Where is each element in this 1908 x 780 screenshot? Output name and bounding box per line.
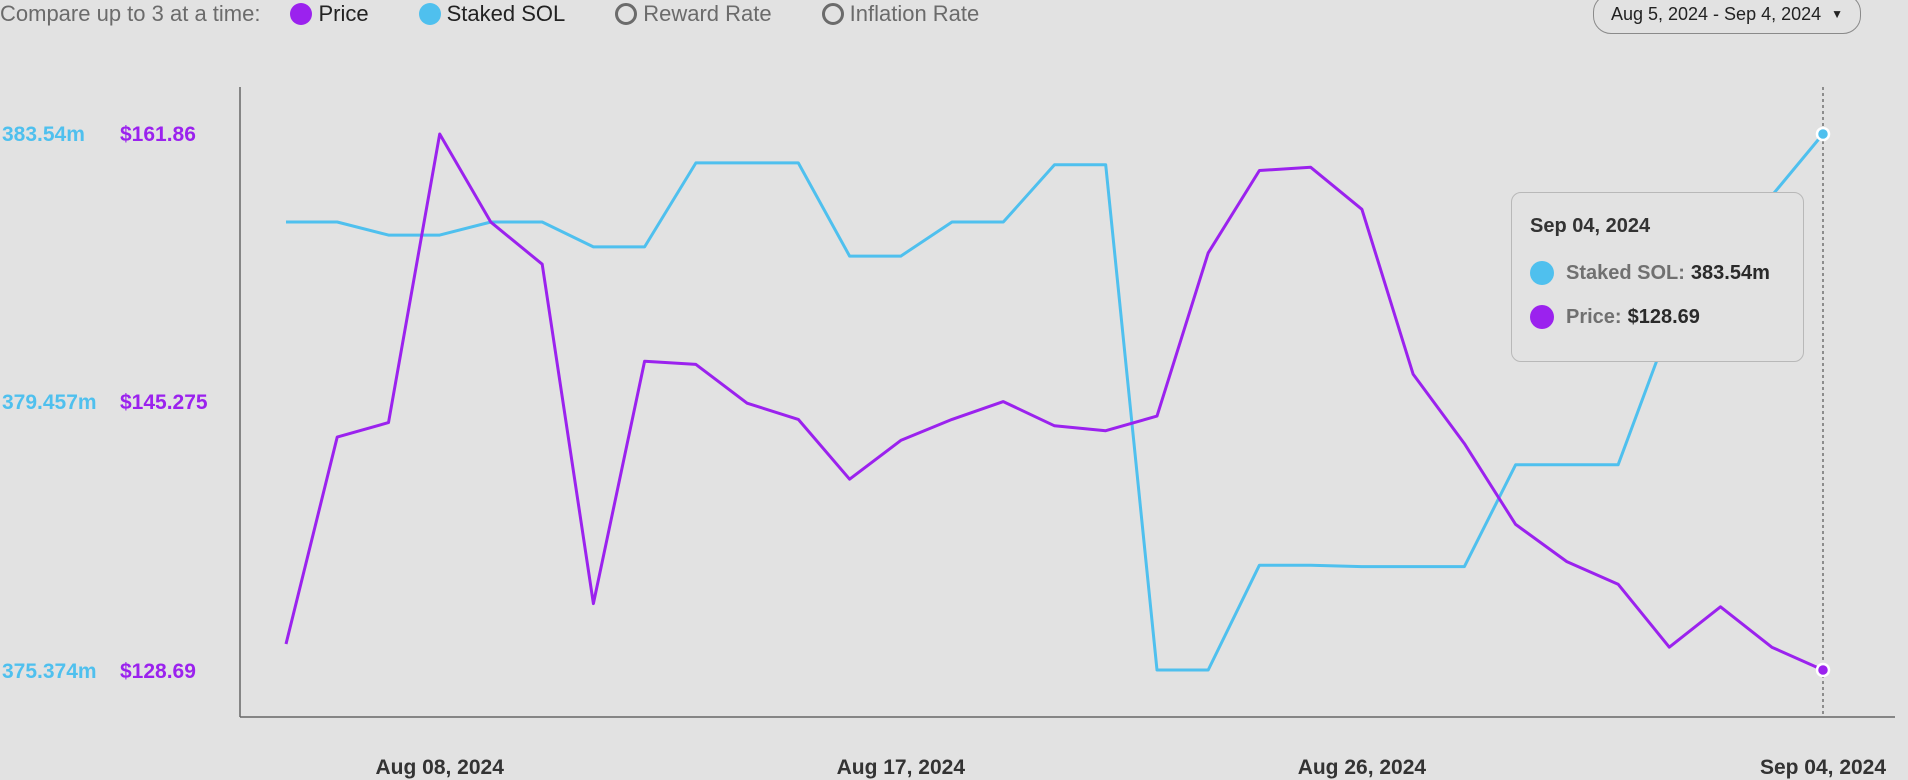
series-line-price (284, 132, 1824, 672)
tooltip-price-key: Price: (1566, 305, 1622, 328)
x-tick-label: Aug 26, 2024 (1298, 756, 1427, 779)
date-range-dropdown[interactable]: Aug 5, 2024 - Sep 4, 2024 ▼ (1593, 0, 1861, 34)
price-y-tick-bottom: $128.69 (120, 660, 196, 683)
metric-toggle-reward-rate[interactable]: Reward Rate (615, 1, 772, 27)
price-y-tick-mid: $145.275 (120, 391, 208, 414)
point-marker-staked-sol (1815, 126, 1831, 142)
x-tick-label: Aug 17, 2024 (837, 756, 966, 779)
staked-sol-dot-icon (1530, 261, 1554, 285)
metric-toggle-staked-sol[interactable]: Staked SOL (418, 1, 566, 27)
x-tick-label: Sep 04, 2024 (1760, 756, 1886, 779)
price-y-tick-top: $161.86 (120, 123, 196, 146)
metric-label-staked-sol: Staked SOL (446, 1, 566, 26)
series-line-staked-sol (286, 133, 1825, 672)
price-dot-icon (290, 3, 313, 25)
tooltip-staked-value: 383.54m (1690, 261, 1770, 284)
staked-y-tick-mid: 379.457m (2, 391, 97, 414)
tooltip-row-staked: Staked SOL: 383.54m (1530, 261, 1770, 285)
compare-label: Compare up to 3 at a time: (0, 1, 261, 26)
staked-y-tick-bottom: 375.374m (2, 660, 97, 683)
metric-toggle-price[interactable]: Price (290, 1, 369, 27)
tooltip-staked-key: Staked SOL: (1566, 261, 1685, 284)
metric-label-reward-rate: Reward Rate (643, 1, 772, 26)
metric-toggle-inflation-rate[interactable]: Inflation Rate (821, 1, 980, 27)
point-marker-price (1815, 662, 1831, 678)
x-tick-label: Aug 08, 2024 (375, 756, 504, 779)
tooltip-date: Sep 04, 2024 (1530, 215, 1651, 237)
staked-sol-dot-icon (418, 3, 441, 25)
reward-rate-radio-icon (615, 3, 638, 25)
inflation-rate-radio-icon (821, 3, 844, 25)
metric-toolbar: Compare up to 3 at a time: Price Staked … (0, 0, 1029, 28)
tooltip-row-price: Price: $128.69 (1530, 305, 1700, 329)
chevron-down-icon: ▼ (1831, 7, 1844, 21)
price-dot-icon (1530, 305, 1554, 329)
date-range-label: Aug 5, 2024 - Sep 4, 2024 (1610, 3, 1822, 24)
tooltip-price-value: $128.69 (1627, 305, 1700, 328)
metric-label-price: Price (318, 1, 369, 26)
staked-y-tick-top: 383.54m (2, 123, 85, 146)
chart-tooltip: Sep 04, 2024 Staked SOL: 383.54m Price: … (1511, 192, 1804, 362)
metric-label-inflation-rate: Inflation Rate (849, 1, 980, 26)
